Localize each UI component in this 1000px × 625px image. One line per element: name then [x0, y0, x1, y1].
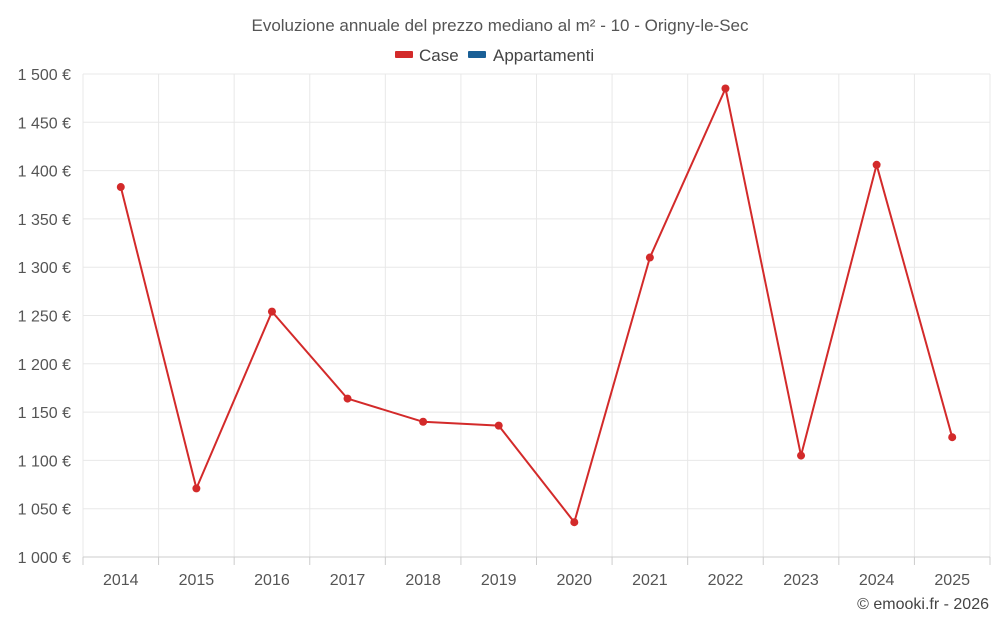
x-tick-label: 2022	[708, 572, 744, 589]
legend-swatch-appartamenti	[468, 51, 486, 58]
x-tick-label: 2020	[556, 572, 592, 589]
chart-title: Evoluzione annuale del prezzo mediano al…	[251, 16, 749, 35]
x-tick-label: 2023	[783, 572, 819, 589]
data-point[interactable]	[192, 484, 201, 493]
credit-text: © emooki.fr - 2026	[857, 596, 989, 613]
y-tick-label: 1 250 €	[18, 309, 71, 326]
y-tick-label: 1 050 €	[18, 502, 71, 519]
data-point[interactable]	[872, 160, 881, 169]
data-point[interactable]	[797, 451, 806, 460]
x-tick-label: 2025	[934, 572, 970, 589]
y-axis-ticks: 1 000 € 1 050 € 1 100 € 1 150 € 1 200 € 1 250…	[18, 67, 71, 567]
legend: Case Appartamenti	[395, 46, 594, 65]
y-tick-label: 1 300 €	[18, 260, 71, 277]
y-tick-label: 1 500 €	[18, 67, 71, 84]
data-point[interactable]	[645, 253, 654, 262]
y-tick-label: 1 200 €	[18, 357, 71, 374]
y-tick-label: 1 450 €	[18, 115, 71, 132]
legend-label-case: Case	[419, 46, 459, 65]
x-tick-label: 2024	[859, 572, 895, 589]
x-axis-ticks: 2014 2015 2016 2017 2018 2019 2020 2021 2022 2023…	[82, 557, 991, 589]
y-tick-label: 1 350 €	[18, 212, 71, 229]
legend-item-case[interactable]: Case	[395, 46, 459, 65]
x-tick-label: 2019	[481, 572, 517, 589]
y-tick-label: 1 000 €	[18, 550, 71, 567]
data-point[interactable]	[721, 84, 730, 93]
data-point[interactable]	[494, 421, 503, 430]
data-point[interactable]	[419, 417, 428, 426]
x-tick-label: 2017	[330, 572, 366, 589]
y-tick-label: 1 400 €	[18, 164, 71, 181]
data-point[interactable]	[116, 183, 125, 192]
y-tick-label: 1 100 €	[18, 453, 71, 470]
x-tick-label: 2021	[632, 572, 668, 589]
data-point[interactable]	[267, 307, 276, 316]
data-point[interactable]	[570, 518, 579, 527]
data-point[interactable]	[343, 394, 352, 403]
x-tick-label: 2015	[179, 572, 215, 589]
x-tick-label: 2014	[103, 572, 139, 589]
series-line-case	[119, 87, 954, 524]
data-point[interactable]	[948, 433, 957, 442]
grid-lines	[82, 73, 991, 557]
series-case	[116, 84, 957, 527]
x-tick-label: 2018	[405, 572, 441, 589]
legend-swatch-case	[395, 51, 413, 58]
legend-item-appartamenti[interactable]: Appartamenti	[468, 46, 594, 65]
y-tick-label: 1 150 €	[18, 405, 71, 422]
x-tick-label: 2016	[254, 572, 290, 589]
legend-label-appartamenti: Appartamenti	[493, 46, 594, 65]
